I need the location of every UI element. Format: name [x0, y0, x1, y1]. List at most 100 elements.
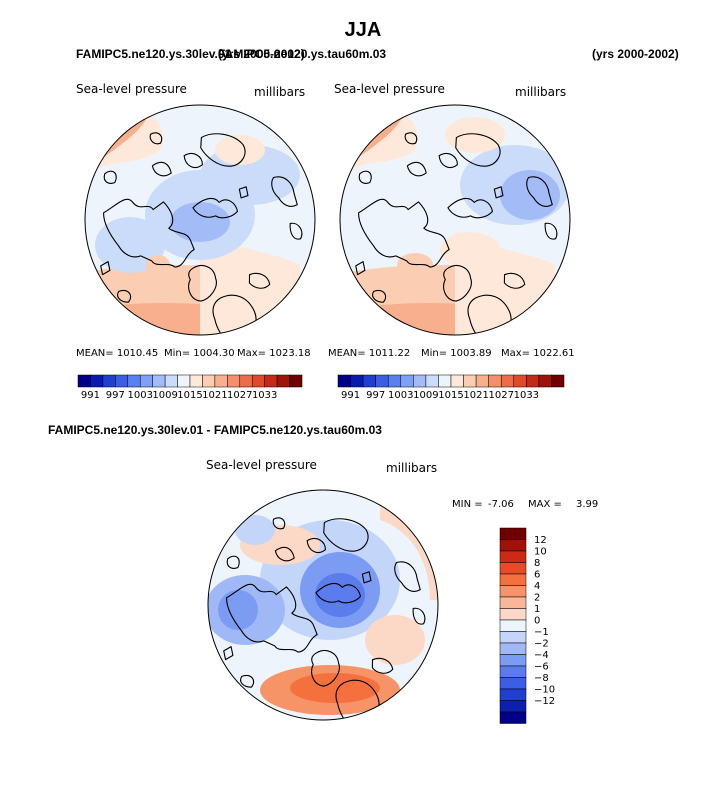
map-left [85, 105, 315, 335]
colorbar-swatch [152, 374, 166, 388]
left-units-label: millibars [254, 85, 306, 99]
left-max: Max= 1023.18 [237, 348, 311, 359]
colorbar-tick-label: 997 [366, 390, 385, 401]
colorbar-swatch [77, 374, 91, 388]
colorbar-swatch [375, 374, 389, 388]
colorbar-swatch [239, 374, 253, 388]
colorbar-swatch [538, 374, 552, 388]
colorbar-swatch [90, 374, 104, 388]
right-map-border [339, 104, 571, 336]
diff-max-value: 3.99 [576, 499, 599, 510]
colorbar-swatch [102, 374, 116, 388]
colorbar-tick-label: 12 [534, 535, 547, 546]
colorbar-swatch [499, 711, 527, 724]
colorbar-tick-label: 1033 [514, 390, 539, 401]
colorbar-tick-label: 991 [81, 390, 100, 401]
colorbar-right: 991 997 1003 1009 1015 1021 1027 1033 [337, 374, 565, 401]
colorbar-swatch [177, 374, 191, 388]
colorbar-swatch [127, 374, 141, 388]
colorbar-tick-label: 8 [534, 558, 540, 569]
colorbar-swatch [499, 573, 527, 586]
colorbar-swatch [362, 374, 376, 388]
colorbar-swatch [164, 374, 178, 388]
colorbar-swatch [350, 374, 364, 388]
colorbar-swatch [513, 374, 527, 388]
colorbar-swatch [499, 688, 527, 701]
diff-field-label: Sea-level pressure [206, 458, 317, 472]
colorbar-swatch [499, 654, 527, 667]
colorbar-swatch [526, 374, 540, 388]
diff-max-label: MAX = [528, 499, 562, 510]
colorbar-tick-label: 1003 [388, 390, 413, 401]
colorbar-swatch [475, 374, 489, 388]
right-min: Min= 1003.89 [421, 348, 492, 359]
diff-min-value: -7.06 [488, 499, 514, 510]
colorbar-tick-label: 1027 [227, 390, 252, 401]
colorbar-swatch [337, 374, 351, 388]
colorbar-swatch [227, 374, 241, 388]
colorbar-swatch [463, 374, 477, 388]
colorbar-swatch [499, 677, 527, 690]
colorbar-swatch [400, 374, 414, 388]
map-right [340, 105, 570, 335]
years-label-overlap: (yrs 2000-2002) [218, 47, 305, 61]
left-map-border [84, 104, 316, 336]
colorbar-swatch [450, 374, 464, 388]
colorbar-tick-label: 1009 [152, 390, 177, 401]
colorbar-tick-label: 1009 [413, 390, 438, 401]
diff-title: FAMIPC5.ne120.ys.30lev.01 - FAMIPC5.ne12… [48, 423, 382, 437]
page-title: JJA [344, 19, 382, 41]
colorbar-tick-label: 1015 [177, 390, 202, 401]
map-diff [208, 490, 438, 720]
colorbar-swatch [264, 374, 278, 388]
colorbar-swatch [189, 374, 203, 388]
colorbar-swatch [499, 619, 527, 632]
colorbar-swatch [499, 665, 527, 678]
right-mean: MEAN= 1011.22 [328, 348, 411, 359]
colorbar-swatch [499, 527, 527, 540]
years-label-right: (yrs 2000-2002) [592, 47, 679, 61]
colorbar-swatch [488, 374, 502, 388]
colorbar-tick-label: −8 [534, 673, 549, 684]
colorbar-tick-label: 997 [106, 390, 125, 401]
colorbar-tick-label: 1 [534, 604, 540, 615]
colorbar-tick-label: 991 [341, 390, 360, 401]
colorbar-tick-label: 1027 [488, 390, 513, 401]
diff-units-label: millibars [386, 461, 438, 475]
colorbar-swatch [499, 550, 527, 563]
colorbar-tick-label: −1 [534, 627, 549, 638]
colorbar-tick-label: 6 [534, 570, 540, 581]
colorbar-swatch [499, 700, 527, 713]
colorbar-tick-label: 1033 [252, 390, 277, 401]
colorbar-tick-label: −10 [534, 685, 555, 696]
colorbar-tick-label: 2 [534, 593, 540, 604]
colorbar-swatch [214, 374, 228, 388]
colorbar-swatch [276, 374, 290, 388]
colorbar-left: 991 997 1003 1009 1015 1021 1027 1033 [77, 374, 303, 401]
colorbar-swatch [551, 374, 565, 388]
colorbar-tick-label: 4 [534, 581, 540, 592]
case-label-left: FAMIPC5.ne120.ys.30lev.01 [76, 47, 232, 61]
left-mean: MEAN= 1010.45 [76, 348, 159, 359]
left-min: Min= 1004.30 [164, 348, 235, 359]
right-max: Max= 1022.61 [501, 348, 575, 359]
colorbar-swatch [499, 642, 527, 655]
colorbar-swatch [289, 374, 303, 388]
colorbar-swatch [499, 596, 527, 609]
colorbar-tick-label: 0 [534, 616, 540, 627]
colorbar-tick-label: −12 [534, 696, 555, 707]
colorbar-swatch [425, 374, 439, 388]
colorbar-swatch [438, 374, 452, 388]
diff-min-label: MIN = [452, 499, 483, 510]
left-field-label: Sea-level pressure [76, 82, 187, 96]
diff-map-border [207, 489, 439, 721]
right-field-label: Sea-level pressure [334, 82, 445, 96]
colorbar-swatch [499, 585, 527, 598]
colorbar-tick-label: 1003 [127, 390, 152, 401]
colorbar-swatch [202, 374, 216, 388]
colorbar-swatch [499, 539, 527, 552]
colorbar-tick-label: 1015 [438, 390, 463, 401]
colorbar-swatch [413, 374, 427, 388]
